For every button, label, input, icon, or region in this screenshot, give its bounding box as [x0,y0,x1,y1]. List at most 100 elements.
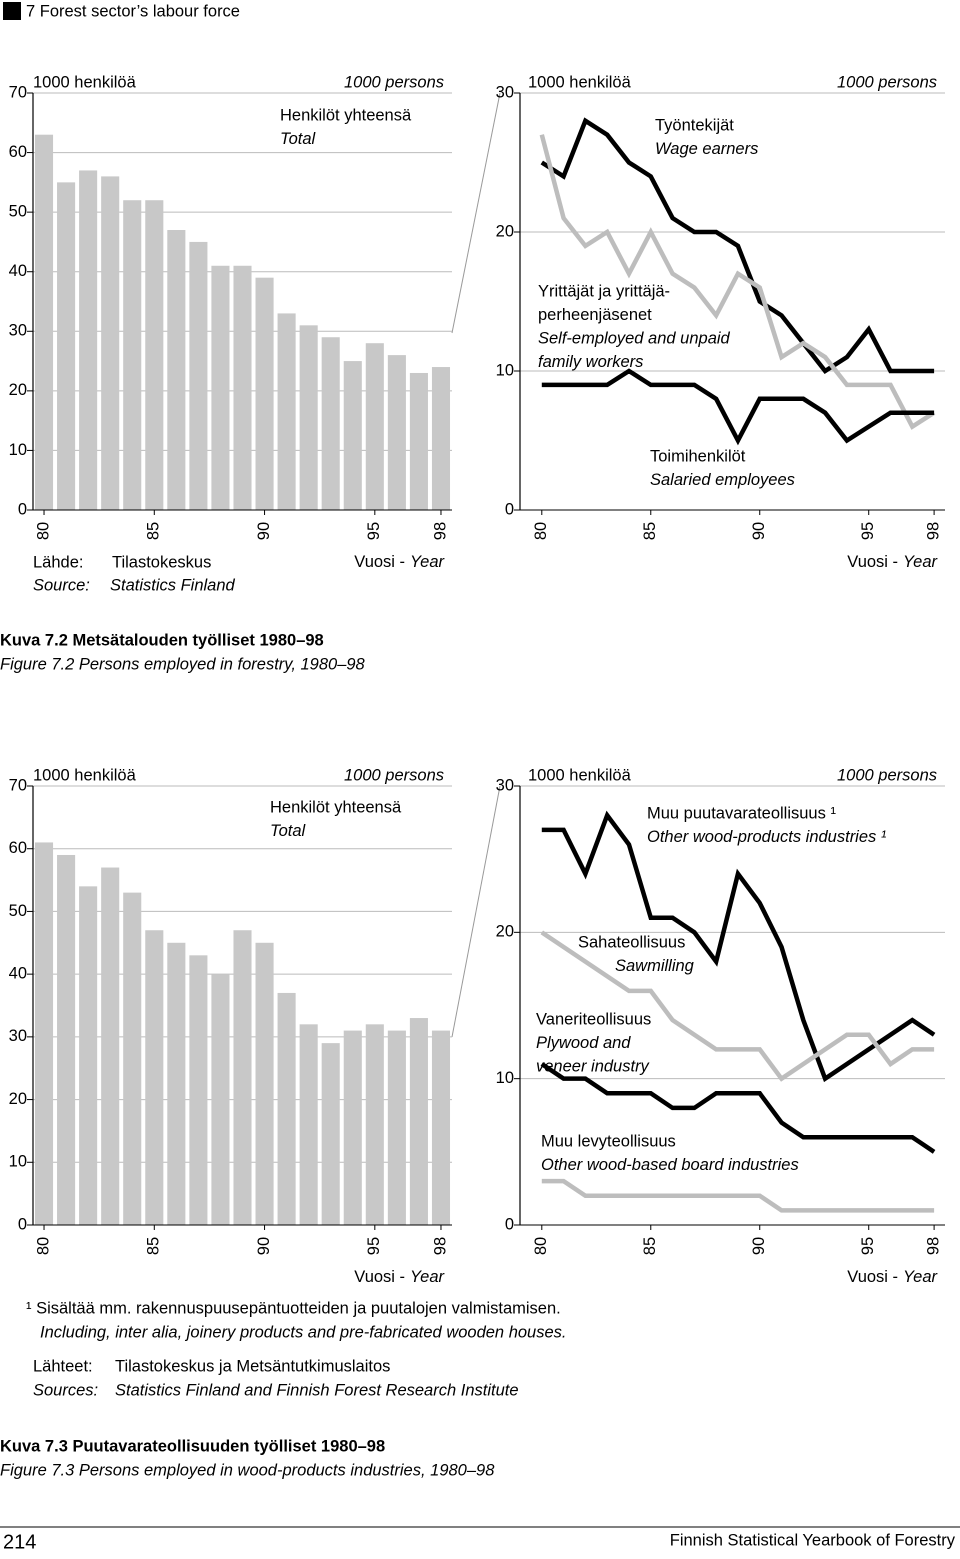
x-tick-label: 95 [365,1237,383,1255]
series-label: Wage earners [655,140,758,158]
series-label: Sahateollisuus [578,933,685,951]
bar [167,942,186,1225]
source: Tilastokeskus [112,553,211,571]
y-tick-label: 0 [505,1215,514,1233]
x-axis-label: Vuosi - Year [354,553,445,571]
bar [277,992,296,1225]
y-tick-label: 20 [496,923,514,941]
source: Statistics Finland and Finnish Forest Re… [115,1381,519,1399]
caption: Figure 7.3 Persons employed in wood-prod… [0,1461,495,1479]
y-tick-label: 40 [9,965,27,983]
series-line [539,134,936,430]
source-label: Lähteet: [33,1357,93,1375]
bar [431,367,451,510]
x-tick-label: 90 [750,522,768,540]
series-line [540,117,935,374]
unit-label: 1000 persons [344,766,444,784]
unit-label: 1000 persons [837,766,937,784]
bar [343,1030,362,1225]
source-label: Sources: [33,1381,98,1399]
y-tick-label: 0 [18,500,27,518]
series-label: Other wood-products industries ¹ [647,828,887,846]
x-tick-label: 85 [145,522,163,540]
caption: Kuva 7.2 Metsätalouden työlliset 1980–98 [0,631,324,649]
series-label: Henkilöt yhteensä [270,798,402,816]
series-label: family workers [538,353,643,371]
series-label: Vaneriteollisuus [536,1010,651,1028]
footer-title: Finnish Statistical Yearbook of Forestry [670,1531,956,1549]
series-label: Yrittäjät ja yrittäjä- [538,282,670,300]
x-axis-label-fi: Vuosi - [354,1268,405,1286]
bar [57,854,76,1225]
unit-label: 1000 persons [837,73,937,91]
x-tick-label: 90 [750,1237,768,1255]
x-tick-label: 85 [641,1237,659,1255]
y-tick-label: 50 [9,203,27,221]
bar [145,930,164,1225]
x-axis-label-fi: Vuosi - [847,553,898,571]
y-tick-label: 20 [496,222,514,240]
bar [365,1024,384,1225]
series-line [540,1062,936,1154]
bar [431,1030,451,1225]
series-label: Muu puutavarateollisuus ¹ [647,804,836,822]
x-tick-label: 98 [431,1237,449,1255]
bar [211,265,230,510]
y-tick-label: 50 [9,902,27,920]
unit-label: 1000 persons [344,73,444,91]
series-label: Sawmilling [615,957,695,975]
x-tick-label: 90 [255,522,273,540]
bar [299,1024,318,1225]
y-tick-label: 30 [496,83,514,101]
header-title: 7 Forest sector’s labour force [26,2,240,20]
bar [189,955,208,1225]
x-tick-label: 98 [431,522,449,540]
bar [123,200,142,510]
bar [233,930,252,1225]
caption: Kuva 7.3 Puutavarateollisuuden työlliset… [0,1437,385,1455]
y-tick-label: 0 [18,1215,27,1233]
series-line [541,810,936,1083]
bar [277,313,296,510]
source-label: Source: [33,576,90,594]
y-tick-label: 20 [9,381,27,399]
bar [101,867,120,1225]
footnote: ¹ Sisältää mm. rakennuspuusepäntuotteide… [26,1299,561,1317]
y-tick-label: 10 [496,361,514,379]
y-tick-label: 70 [9,776,27,794]
series-label: veneer industry [536,1057,651,1075]
series-line [541,1178,935,1213]
series-label: Muu levyteollisuus [541,1132,676,1150]
bar [409,372,428,510]
series-label: Self-employed and unpaid [538,329,731,347]
bar [145,200,164,510]
bar [189,241,208,510]
y-tick-label: 10 [496,1069,514,1087]
y-tick-label: 30 [496,776,514,794]
bar [321,337,340,510]
y-tick-label: 40 [9,262,27,280]
series-label: Other wood-based board industries [541,1156,799,1174]
bar [34,134,54,510]
series-label: Toimihenkilöt [650,447,746,465]
x-tick-label: 80 [532,522,550,540]
x-axis-label-en: Year [410,1268,445,1286]
bar [387,1030,406,1225]
bar [101,176,120,510]
series-label: Total [270,822,307,840]
x-tick-label: 95 [859,1237,877,1255]
unit-label: 1000 henkilöä [33,766,137,784]
x-axis-label-en: Year [410,553,445,571]
bar [255,942,274,1225]
y-tick-label: 60 [9,839,27,857]
series-line [540,930,935,1082]
x-tick-label: 80 [532,1237,550,1255]
bar [57,182,76,510]
x-tick-label: 95 [365,522,383,540]
series-label: Salaried employees [650,471,795,489]
bar [321,1043,340,1225]
x-tick-label: 98 [924,1237,942,1255]
y-tick-label: 30 [9,322,27,340]
x-axis-label: Vuosi - Year [847,553,938,571]
